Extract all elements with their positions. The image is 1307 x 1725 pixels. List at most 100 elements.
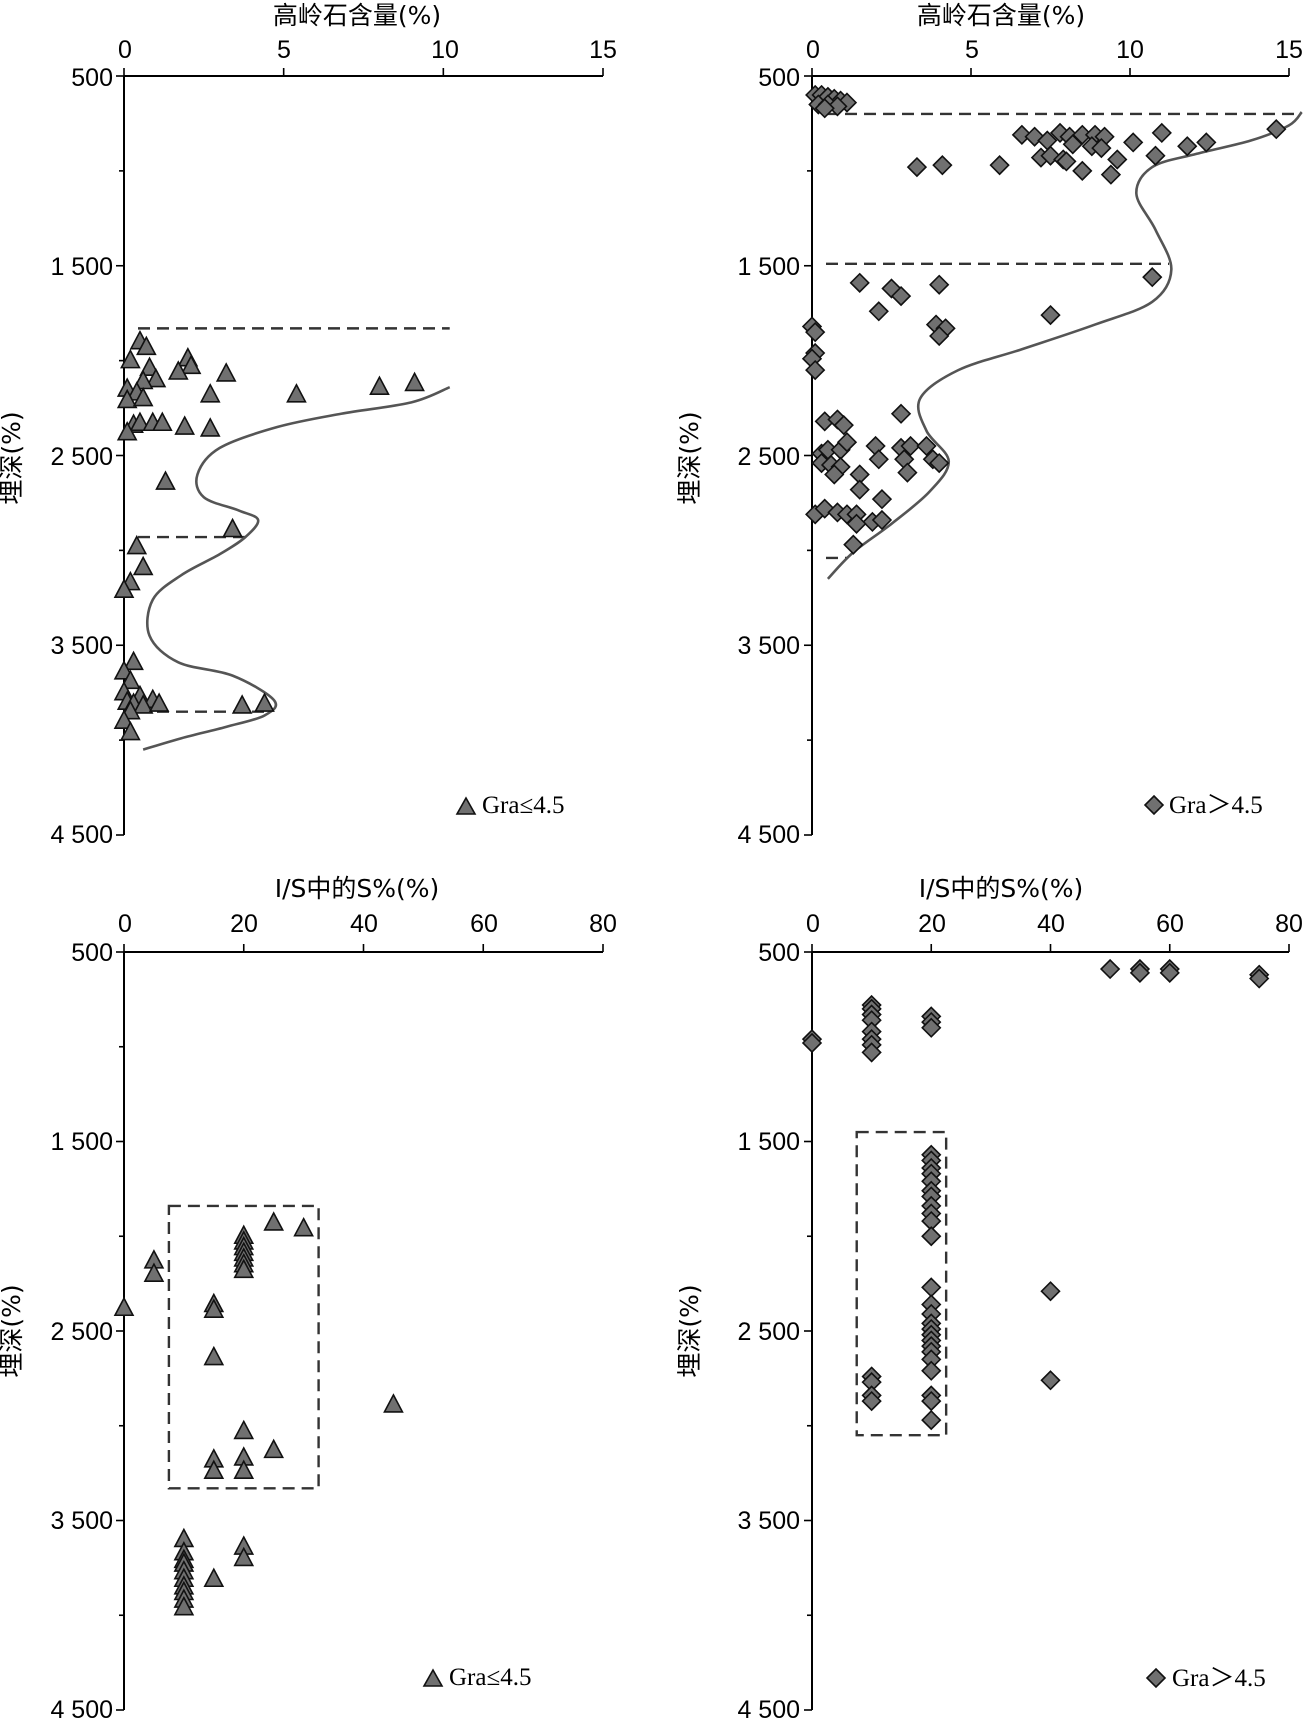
triangle-marker [132,694,154,714]
triangle-marker [123,650,144,671]
diamond-marker [929,274,950,295]
x-tick-label: 5 [277,36,291,64]
y-tick-label: 2 500 [50,443,113,471]
triangle-marker [233,1459,255,1480]
diamond-marker [921,1017,942,1038]
diamond-marker [849,479,870,500]
x-tick-label: 20 [230,910,258,938]
triangle-marker [404,371,425,392]
y-tick-label: 500 [71,64,113,92]
diamond-marker [846,513,867,534]
x-tick-label: 80 [1275,910,1303,938]
legend: Gra≤4.5 [422,1664,531,1691]
triangle-marker [116,388,138,409]
diamond-marker [861,1390,882,1412]
triangle-marker [113,578,135,599]
triangle-marker [126,534,148,555]
triangle-marker [148,692,170,712]
triangle-marker [167,360,189,380]
triangle-marker [174,415,196,435]
triangle-marker [120,720,141,741]
triangle-marker [116,421,138,441]
panel-is-s-gra-gt-4-5: I/S中的S%(%) 埋深(%) 0 20 40 60 80 500 1 500… [675,874,1303,1724]
diamond-marker [1091,137,1112,159]
legend-label: Gra＞4.5 [1172,1665,1266,1692]
diamond-marker [932,155,953,176]
x-tick-label: 20 [918,910,946,938]
legend: Gra≤4.5 [455,792,564,819]
triangle-marker [155,470,176,490]
diamond-marker [1099,958,1121,980]
legend-triangle-marker [455,796,477,815]
trend-curve [142,385,451,751]
triangle-marker [233,1419,255,1440]
y-axis-title: 埋深(%) [0,1284,26,1377]
boundary-dashed-box [167,1204,320,1490]
x-tick-label: 60 [1156,910,1184,938]
triangle-marker [139,356,160,377]
diamond-marker [1249,968,1270,989]
x-tick-label: 80 [589,910,617,938]
triangle-marker [233,1258,255,1279]
diamond-marker [833,415,854,436]
x-tick-label: 15 [1275,36,1303,64]
diamond-marker [1196,132,1217,153]
y-tick-label: 500 [71,939,113,967]
triangle-marker [254,692,275,712]
triangle-marker [151,411,173,432]
diamond-marker [868,301,889,322]
y-tick-label: 3 500 [737,632,800,660]
diamond-marker [814,98,835,119]
diamond-marker [805,359,826,381]
y-tick-label: 500 [758,939,800,967]
diamond-marker [1107,149,1128,170]
trend-curve [826,111,1303,580]
diamond-marker [801,1032,823,1054]
y-tick-label: 4 500 [737,821,800,849]
x-tick-label: 0 [118,36,132,64]
legend-label: Gra≤4.5 [449,1664,531,1691]
diamond-marker [890,403,912,424]
y-tick-label: 1 500 [50,253,113,281]
triangle-marker [173,1595,195,1616]
diamond-marker [921,1360,942,1381]
triangle-marker [203,1345,225,1366]
x-tick-label: 40 [350,910,378,938]
diamond-marker [849,272,870,293]
diamond-marker [1011,124,1033,145]
y-tick-label: 3 500 [50,1507,113,1535]
legend-triangle-marker [422,1668,444,1687]
diamond-marker [1040,1281,1061,1302]
triangle-marker [383,1393,404,1413]
y-tick-label: 4 500 [50,1696,113,1724]
x-tick-label: 0 [806,910,820,938]
legend-label: Gra≤4.5 [482,792,564,819]
diamond-marker [1266,118,1287,140]
y-axis-title: 埋深(%) [675,411,704,504]
y-tick-label: 1 500 [737,1128,800,1156]
triangle-marker [203,1567,225,1588]
legend-diamond-marker [1145,1667,1167,1689]
diamond-marker [921,1226,942,1247]
diamond-marker [1123,132,1144,153]
triangle-marker [203,1459,225,1480]
y-axis-title: 埋深(%) [0,411,26,504]
panel-kaolinite-gra-gt-4-5: 高岭石含量(%) 埋深(%) 0 5 10 15 500 1 500 2 500… [675,1,1303,849]
diamond-marker [871,509,893,531]
triangle-marker [136,335,157,356]
diamond-marker [900,435,921,457]
diamond-marker [827,96,848,117]
triangle-marker [145,367,167,388]
diamond-marker [1062,134,1083,155]
legend-label: Gra＞4.5 [1169,792,1263,819]
diamond-marker [805,322,826,343]
x-axis-title: 高岭石含量(%) [273,1,441,30]
diamond-marker [1151,122,1172,144]
y-tick-label: 4 500 [737,1696,800,1724]
triangle-marker [231,694,253,714]
y-tick-label: 500 [758,64,800,92]
y-tick-label: 2 500 [737,443,800,471]
y-tick-label: 4 500 [50,821,113,849]
triangle-marker [199,383,221,403]
triangle-marker [222,517,243,538]
